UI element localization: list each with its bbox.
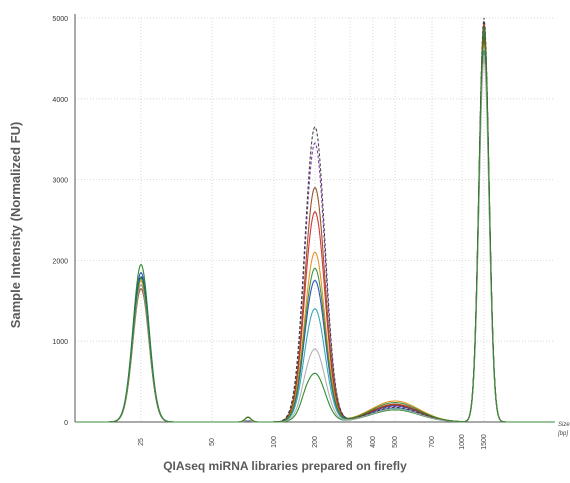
x-tick-label: 25 (138, 438, 145, 446)
chart-title: QIAseq miRNA libraries prepared on firef… (163, 459, 407, 473)
x-tick-label: 100 (271, 436, 278, 448)
x-tick-label: 300 (347, 436, 354, 448)
y-tick-label: 5000 (52, 16, 68, 23)
series-line (75, 26, 555, 423)
series-line (75, 30, 555, 423)
series-group (75, 17, 555, 423)
y-tick-label: 1000 (52, 339, 68, 346)
x-tick-label: 400 (370, 436, 377, 448)
axes (74, 14, 555, 423)
y-tick-label: 4000 (52, 97, 68, 104)
x-axis-unit-bp: [bp] (557, 431, 568, 437)
x-tick-label: 1000 (459, 434, 466, 450)
x-tick-label: 700 (429, 436, 436, 448)
y-axis-title: Sample Intensity (Normalized FU) (8, 122, 23, 329)
x-axis-unit-size: Size (558, 422, 570, 428)
y-tick-label: 3000 (52, 178, 68, 185)
grid-lines (75, 17, 555, 422)
y-tick-label: 2000 (52, 258, 68, 265)
y-tick-labels: 0 1000 2000 3000 4000 5000 (52, 16, 68, 427)
series-line (75, 26, 555, 423)
x-tick-label: 50 (209, 438, 216, 446)
x-tick-label: 200 (312, 436, 319, 448)
x-tick-label: 500 (392, 436, 399, 448)
y-tick-label: 0 (64, 420, 68, 427)
series-line (75, 38, 555, 423)
x-tick-labels: 25 50 100 200 300 400 500 700 1000 1500 (138, 434, 488, 450)
x-tick-label: 1500 (481, 434, 488, 450)
